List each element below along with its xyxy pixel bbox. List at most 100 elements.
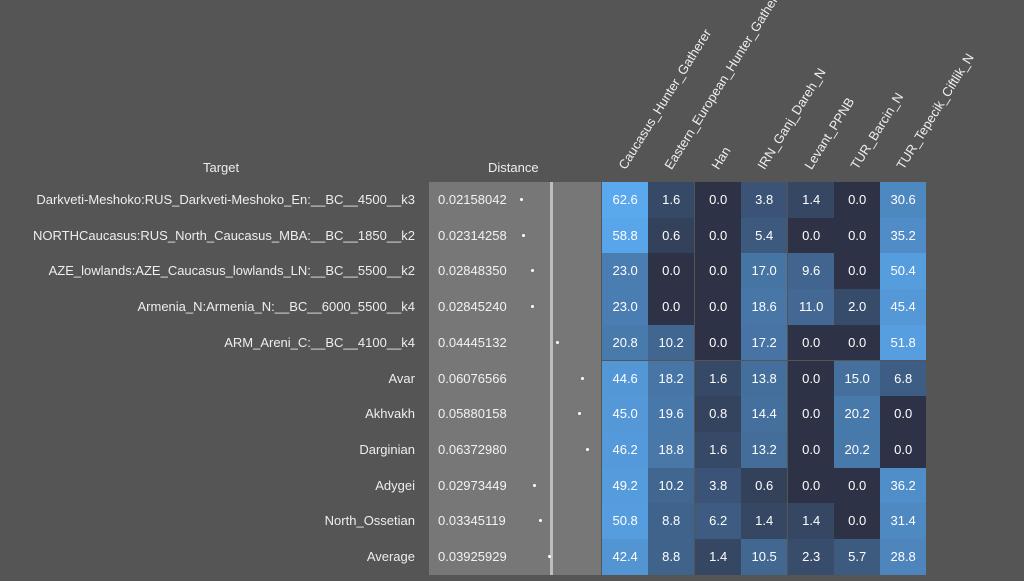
admixture-cell: 1.4 bbox=[741, 503, 788, 539]
admixture-cell: 0.0 bbox=[695, 182, 742, 218]
admixture-cell: 0.0 bbox=[788, 431, 835, 468]
admixture-cell: 15.0 bbox=[834, 360, 881, 397]
target-label: Avar bbox=[388, 370, 416, 386]
admixture-cell: 13.8 bbox=[741, 360, 788, 397]
admixture-cell: 8.8 bbox=[648, 503, 695, 539]
distance-dot bbox=[585, 447, 589, 451]
admixture-cell: 0.0 bbox=[834, 182, 881, 218]
admixture-cell: 23.0 bbox=[602, 253, 649, 290]
admixture-cell: 0.0 bbox=[648, 253, 695, 290]
distance-dot bbox=[547, 555, 551, 558]
admixture-cell: 6.8 bbox=[880, 360, 927, 397]
admixture-cell: 36.2 bbox=[880, 467, 927, 504]
target-label: Darkveti-Meshoko:RUS_Darkveti-Meshoko_En… bbox=[36, 192, 415, 207]
distance-dot bbox=[522, 233, 526, 237]
admixture-cell: 11.0 bbox=[788, 289, 835, 325]
admixture-cell: 3.8 bbox=[741, 182, 788, 218]
admixture-cell: 20.2 bbox=[834, 431, 881, 468]
admixture-cell: 18.6 bbox=[741, 289, 788, 325]
admixture-cell: 5.7 bbox=[834, 539, 881, 575]
admixture-cell: 2.0 bbox=[834, 289, 881, 325]
distance-dot bbox=[530, 305, 534, 309]
admixture-cell: 0.0 bbox=[695, 289, 742, 325]
target-label: ARM_Areni_C:__BC__4100__k4 bbox=[224, 334, 415, 350]
admixture-cell: 28.8 bbox=[880, 539, 927, 575]
admixture-cell: 50.8 bbox=[602, 503, 649, 539]
admixture-cell: 51.8 bbox=[880, 324, 927, 361]
admixture-cell: 31.4 bbox=[880, 503, 927, 539]
table-row: Darkveti-Meshoko:RUS_Darkveti-Meshoko_En… bbox=[0, 182, 1024, 218]
distance-value: 0.02845240 bbox=[438, 299, 507, 315]
target-column-header: Target bbox=[203, 160, 240, 175]
admixture-cell: 10.2 bbox=[648, 467, 695, 504]
admixture-cell: 45.4 bbox=[880, 289, 927, 325]
admixture-cell: 10.2 bbox=[648, 324, 695, 361]
admixture-cell: 1.6 bbox=[648, 182, 695, 218]
admixture-cell: 44.6 bbox=[602, 360, 649, 397]
admixture-cell: 49.2 bbox=[602, 467, 649, 504]
distance-value: 0.03345119 bbox=[438, 513, 506, 529]
admixture-cell: 20.2 bbox=[834, 396, 881, 432]
admixture-cell: 0.6 bbox=[741, 467, 788, 504]
distance-value: 0.06372980 bbox=[438, 441, 507, 457]
column-header-han: Han bbox=[708, 143, 734, 172]
admixture-cell: 3.8 bbox=[695, 467, 742, 504]
admixture-cell: 2.3 bbox=[788, 539, 835, 575]
admixture-cell: 13.2 bbox=[741, 431, 788, 468]
admixture-cell: 0.0 bbox=[788, 360, 835, 397]
admixture-cell: 1.6 bbox=[695, 360, 742, 397]
admixture-cell: 0.0 bbox=[834, 324, 881, 361]
admixture-cell: 0.0 bbox=[834, 503, 881, 539]
admixture-cell: 0.0 bbox=[695, 253, 742, 290]
table-row: Akhvakh 0.05880158 45.0 19.6 0.8 14.4 0.0 20.2 0… bbox=[0, 396, 1024, 432]
admixture-cell: 1.4 bbox=[788, 503, 835, 539]
distance-dot bbox=[581, 376, 585, 380]
table-row: North_Ossetian 0.03345119 50.8 8.8 6.2 1.4 1.4… bbox=[0, 503, 1024, 539]
distance-column-header: Distance bbox=[488, 160, 539, 175]
admixture-cell: 0.0 bbox=[834, 253, 881, 290]
admixture-cell: 0.0 bbox=[834, 467, 881, 504]
admixture-cell: 1.4 bbox=[695, 539, 742, 575]
table-row: Adygei 0.02973449 49.2 10.2 3.8 0.6 0.0 0.0 36.2 bbox=[0, 467, 1024, 504]
admixture-cell: 14.4 bbox=[741, 396, 788, 432]
distance-value: 0.05880158 bbox=[438, 406, 507, 422]
table-row: Average 0.03925929 42.4 8.8 1.4 10.5 2.3 5.7 28.… bbox=[0, 539, 1024, 575]
distance-dot bbox=[530, 269, 534, 273]
admixture-cell: 18.8 bbox=[648, 431, 695, 468]
distance-dot bbox=[538, 519, 542, 523]
table-row: Avar 0.06076566 44.6 18.2 1.6 13.8 0.0 15.0 6.8 bbox=[0, 360, 1024, 397]
target-label: Adygei bbox=[375, 477, 415, 493]
admixture-cell: 0.8 bbox=[695, 396, 742, 432]
admixture-cell: 17.0 bbox=[741, 253, 788, 290]
admixture-cell: 0.0 bbox=[788, 396, 835, 432]
admixture-cell: 62.6 bbox=[602, 182, 649, 218]
table-row: ARM_Areni_C:__BC__4100__k4 0.04445132 20.8… bbox=[0, 324, 1024, 361]
distance-dot bbox=[520, 198, 523, 201]
distance-value: 0.02314258 bbox=[438, 227, 507, 243]
distance-value: 0.06076566 bbox=[438, 370, 507, 386]
distance-dot bbox=[555, 340, 559, 344]
target-label: NORTHCaucasus:RUS_North_Caucasus_MBA:__B… bbox=[32, 227, 415, 243]
distance-value: 0.02973449 bbox=[438, 477, 507, 493]
distance-dot bbox=[532, 483, 536, 487]
target-label: North_Ossetian bbox=[324, 513, 415, 529]
column-header-caucasus-hunter-gatherer: Caucasus_Hunter_Gatherer bbox=[615, 26, 715, 172]
admixture-cell: 45.0 bbox=[602, 396, 649, 432]
admixture-cell: 0.0 bbox=[648, 289, 695, 325]
distance-dot bbox=[578, 412, 582, 416]
target-label: AZE_lowlands:AZE_Caucasus_lowlands_LN:__… bbox=[48, 263, 415, 279]
admixture-cell: 5.4 bbox=[741, 217, 788, 254]
column-header-tur-tepecik-ciftlik-n: TUR_Tepecik_Ciftlik_N bbox=[893, 50, 977, 172]
target-label: Akhvakh bbox=[365, 406, 415, 422]
admixture-cell: 0.0 bbox=[695, 324, 742, 361]
distance-reference-line bbox=[550, 182, 553, 575]
admixture-cell: 0.0 bbox=[880, 396, 927, 432]
target-label: Average bbox=[366, 549, 415, 564]
admixture-cell: 20.8 bbox=[602, 324, 649, 361]
admixture-cell: 50.4 bbox=[880, 253, 927, 290]
admixture-cell: 35.2 bbox=[880, 217, 927, 254]
admixture-cell: 1.4 bbox=[788, 182, 835, 218]
admixture-cell: 8.8 bbox=[648, 539, 695, 575]
table-row: AZE_lowlands:AZE_Caucasus_lowlands_LN:__… bbox=[0, 253, 1024, 290]
admixture-cell: 0.0 bbox=[695, 217, 742, 254]
